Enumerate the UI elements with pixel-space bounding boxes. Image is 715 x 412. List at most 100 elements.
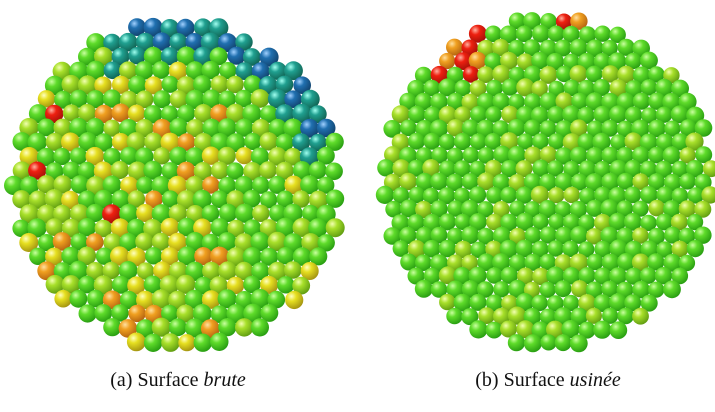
- sphere: [111, 304, 129, 322]
- sphere: [407, 240, 426, 259]
- sphere: [128, 18, 146, 36]
- sphere: [86, 90, 105, 109]
- sphere: [94, 104, 114, 124]
- sphere: [186, 205, 205, 223]
- sphere: [28, 190, 48, 209]
- sphere: [609, 79, 628, 97]
- sphere: [569, 253, 589, 272]
- sphere: [176, 161, 196, 181]
- sphere: [37, 175, 56, 194]
- sphere: [509, 254, 527, 272]
- sphere: [185, 33, 204, 51]
- sphere: [70, 233, 88, 251]
- sphere: [252, 204, 270, 222]
- sphere: [267, 290, 286, 309]
- sphere: [686, 160, 704, 178]
- sphere: [78, 304, 97, 323]
- sphere: [317, 234, 335, 252]
- sphere: [61, 246, 80, 266]
- sphere: [546, 266, 565, 285]
- sphere: [492, 201, 510, 218]
- sphere: [687, 187, 704, 204]
- sphere: [251, 62, 270, 81]
- sphere: [648, 119, 666, 138]
- sphere: [102, 290, 122, 310]
- sphere: [276, 247, 295, 265]
- sphere: [309, 190, 328, 210]
- sphere: [226, 133, 246, 153]
- sphere: [601, 280, 618, 298]
- sphere: [462, 66, 480, 83]
- sphere: [641, 107, 658, 124]
- sphere: [36, 147, 56, 167]
- sphere: [193, 162, 213, 181]
- sphere: [61, 190, 80, 210]
- sphere: [594, 25, 611, 42]
- sphere: [586, 147, 604, 165]
- sphere: [515, 239, 534, 258]
- sphere: [69, 147, 88, 165]
- sphere: [102, 175, 122, 195]
- sphere: [242, 104, 262, 124]
- sphere: [143, 275, 162, 294]
- sphere: [461, 173, 479, 190]
- sphere: [499, 25, 518, 44]
- sphere: [609, 26, 626, 43]
- sphere: [127, 276, 146, 295]
- sphere: [284, 175, 304, 195]
- sphere: [547, 240, 564, 257]
- sphere: [200, 32, 221, 52]
- sphere: [45, 132, 64, 151]
- sphere: [127, 104, 146, 123]
- sphere: [679, 173, 696, 190]
- sphere: [103, 33, 121, 52]
- sphere: [486, 79, 503, 97]
- sphere: [218, 261, 237, 281]
- sphere: [70, 175, 89, 194]
- sphere: [407, 214, 425, 232]
- sphere: [617, 65, 636, 84]
- sphere: [85, 203, 105, 223]
- sphere: [515, 160, 533, 178]
- sphere: [186, 119, 205, 138]
- sphere: [593, 105, 612, 124]
- sphere: [119, 61, 138, 80]
- sphere: [38, 234, 56, 252]
- sphere: [601, 172, 620, 191]
- sphere: [562, 240, 579, 257]
- sphere: [524, 146, 542, 164]
- sphere: [400, 253, 418, 271]
- sphere: [226, 304, 246, 324]
- sphere: [399, 172, 417, 191]
- sphere: [19, 204, 39, 224]
- sphere: [446, 147, 464, 165]
- sphere: [176, 274, 196, 294]
- sphere: [292, 276, 311, 295]
- sphere: [468, 266, 487, 285]
- sphere: [234, 176, 254, 195]
- sphere: [45, 274, 65, 294]
- sphere: [61, 74, 81, 94]
- sphere: [516, 78, 535, 97]
- sphere: [685, 132, 704, 151]
- sphere: [593, 79, 611, 96]
- sphere: [609, 105, 627, 124]
- sphere: [210, 305, 229, 324]
- sphere: [648, 281, 665, 298]
- sphere: [267, 231, 287, 252]
- sphere: [68, 260, 88, 280]
- sphere: [227, 46, 246, 65]
- sphere: [86, 60, 106, 80]
- sphere: [135, 90, 154, 109]
- sphere: [632, 146, 650, 164]
- sphere: [686, 240, 704, 258]
- sphere: [555, 92, 573, 110]
- sphere: [500, 160, 518, 178]
- sphere: [151, 232, 170, 251]
- sphere: [578, 26, 597, 44]
- sphere: [78, 104, 97, 122]
- sphere: [524, 253, 542, 271]
- sphere: [375, 185, 394, 204]
- sphere: [499, 239, 518, 258]
- sphere: [62, 218, 81, 238]
